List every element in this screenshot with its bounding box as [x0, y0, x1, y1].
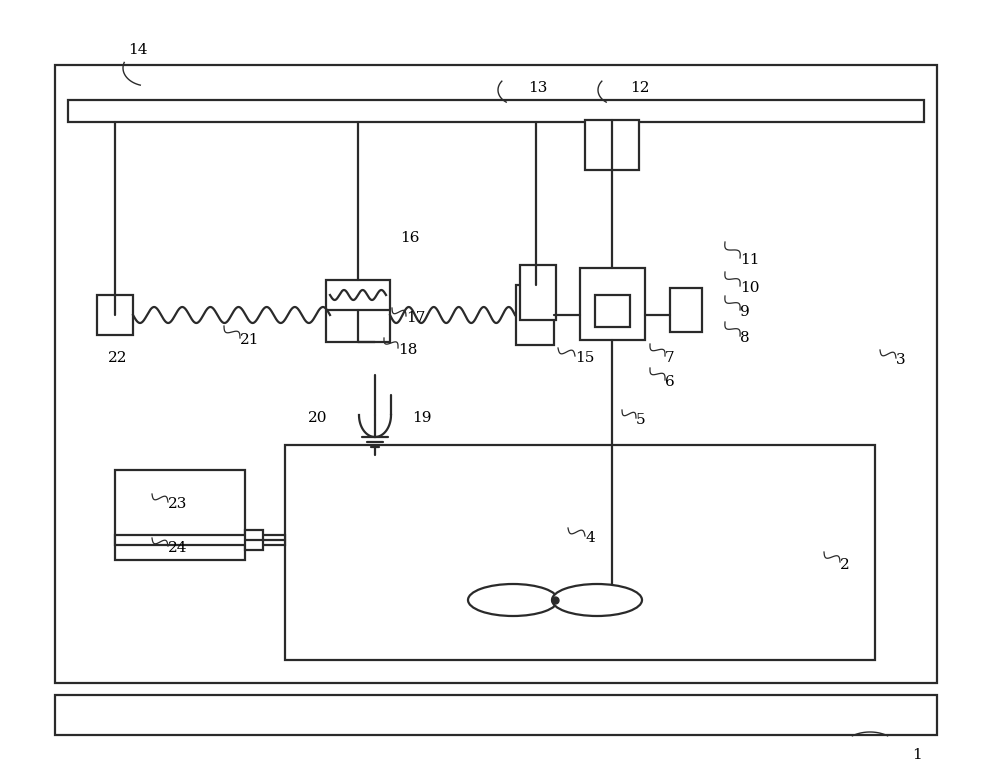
- Text: 24: 24: [168, 541, 188, 555]
- Text: 8: 8: [740, 331, 750, 345]
- Bar: [670, 288, 702, 332]
- Bar: [585, 120, 639, 170]
- Text: 15: 15: [575, 351, 594, 365]
- Text: 16: 16: [400, 231, 420, 245]
- Bar: [520, 265, 556, 320]
- Text: 11: 11: [740, 253, 760, 267]
- Text: 14: 14: [128, 43, 148, 57]
- Bar: [115, 535, 285, 545]
- Text: 19: 19: [412, 411, 432, 425]
- Bar: [55, 695, 937, 735]
- Text: 10: 10: [740, 281, 760, 295]
- Bar: [245, 530, 263, 550]
- Text: 21: 21: [240, 333, 260, 347]
- Bar: [68, 100, 924, 122]
- Ellipse shape: [468, 584, 558, 616]
- Text: 12: 12: [630, 81, 650, 95]
- Text: 18: 18: [398, 343, 417, 357]
- Bar: [97, 295, 133, 335]
- Text: 22: 22: [108, 351, 128, 365]
- Bar: [55, 65, 937, 683]
- Ellipse shape: [552, 584, 642, 616]
- Bar: [595, 295, 630, 327]
- Text: 4: 4: [585, 531, 595, 545]
- Text: 3: 3: [896, 353, 906, 367]
- Text: 23: 23: [168, 497, 187, 511]
- Text: 5: 5: [636, 413, 646, 427]
- Text: 20: 20: [308, 411, 328, 425]
- Text: 7: 7: [665, 351, 675, 365]
- Text: 2: 2: [840, 558, 850, 572]
- Text: 9: 9: [740, 305, 750, 319]
- Bar: [516, 285, 554, 345]
- Text: 1: 1: [912, 748, 922, 762]
- Bar: [580, 268, 645, 340]
- Text: 17: 17: [406, 311, 425, 325]
- Text: 6: 6: [665, 375, 675, 389]
- Text: 13: 13: [528, 81, 547, 95]
- Bar: [326, 280, 390, 342]
- Bar: [115, 470, 245, 560]
- Bar: [285, 445, 875, 660]
